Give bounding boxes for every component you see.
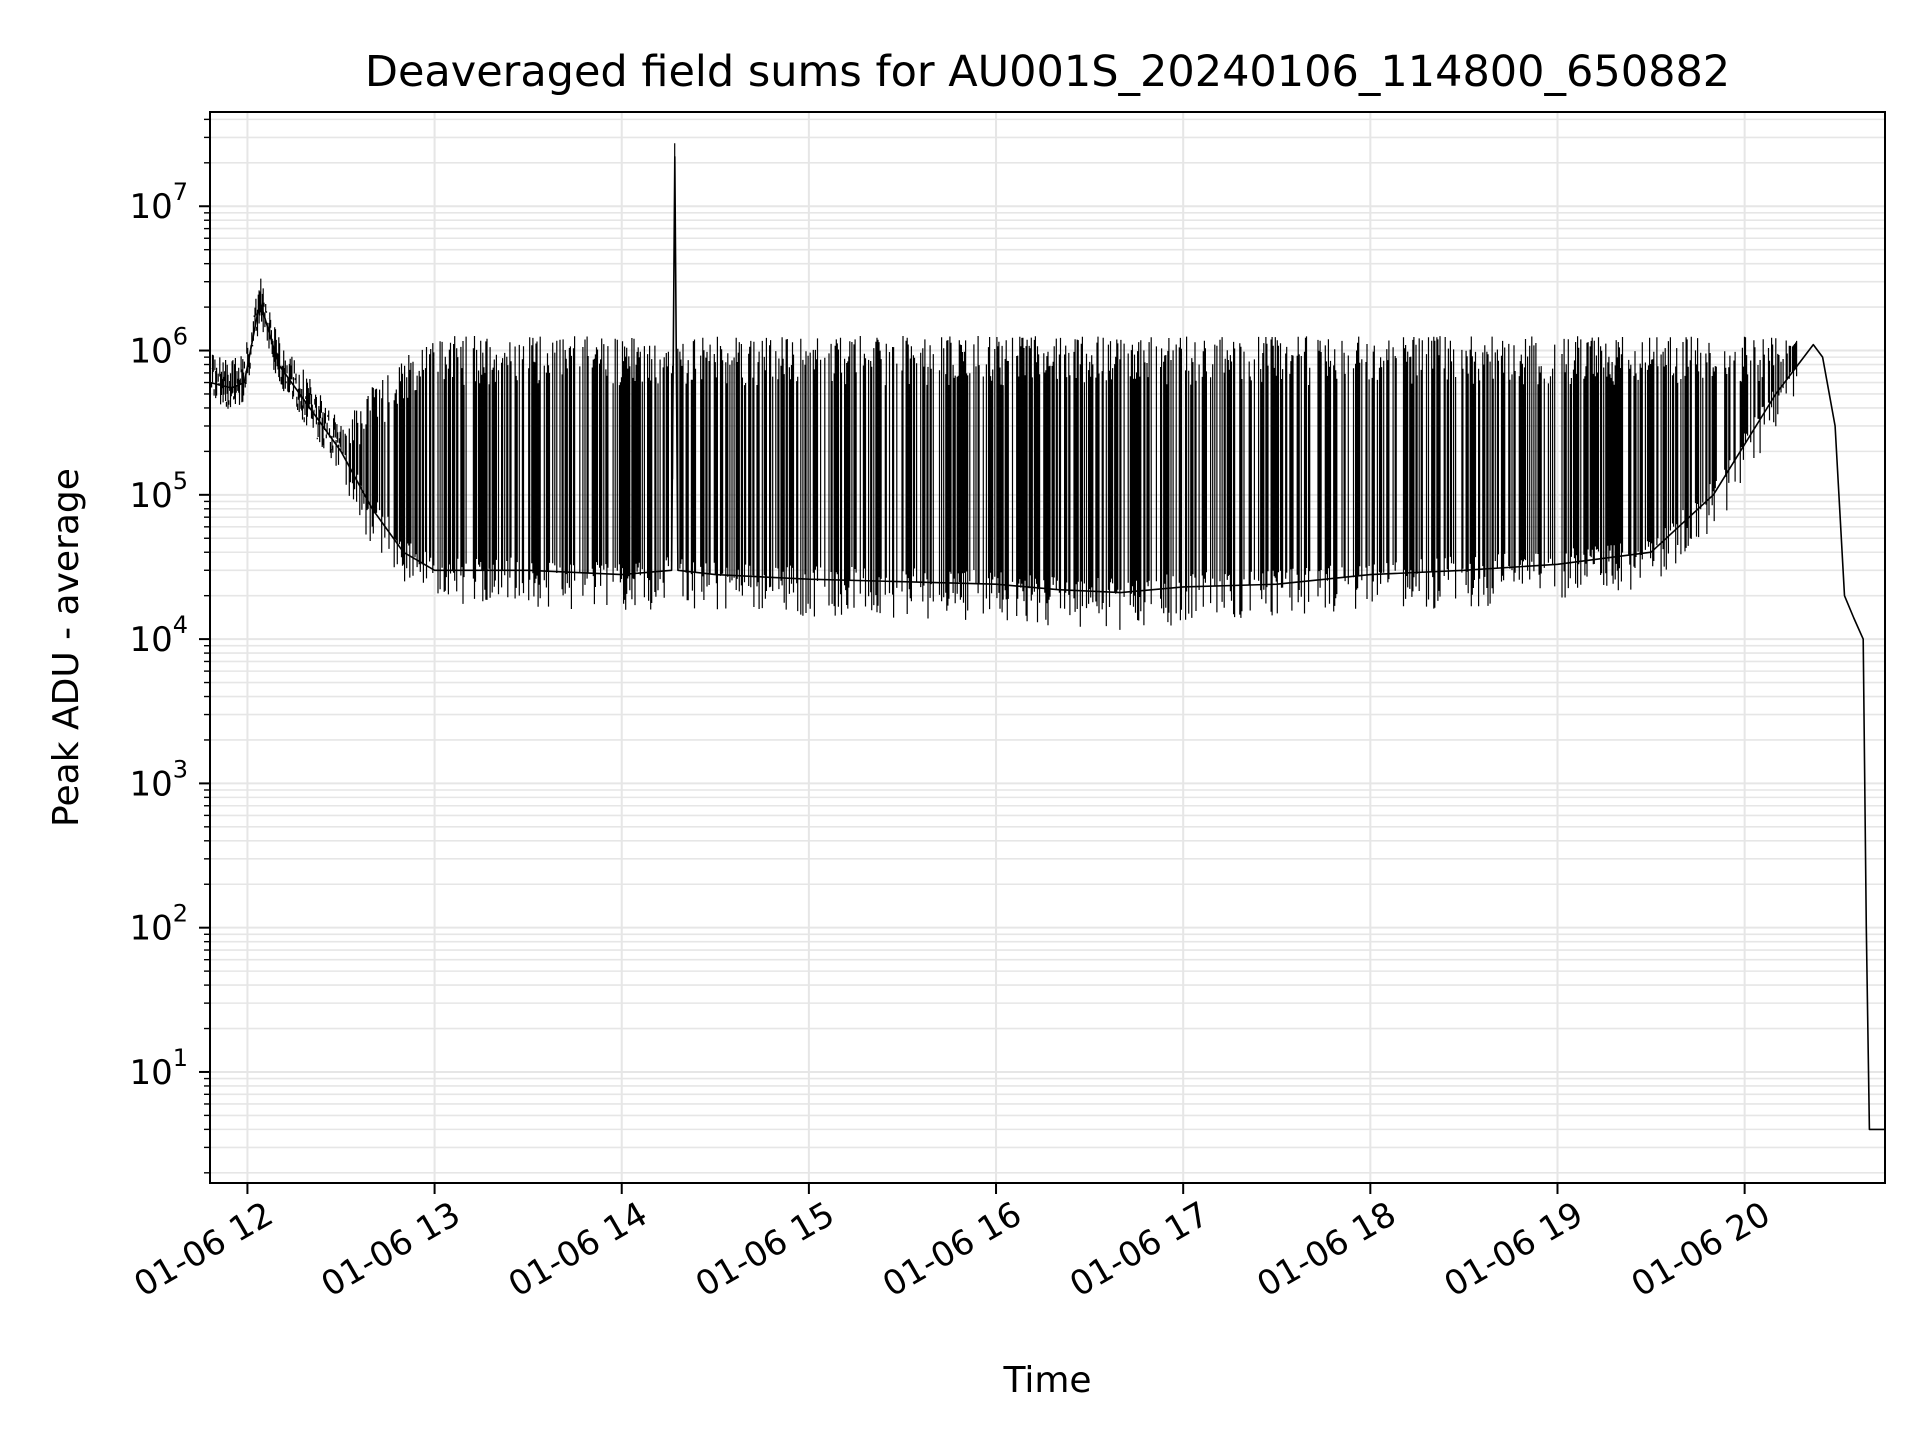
series-line — [209, 156, 1885, 1131]
x-tick-label: 01-06 20 — [1625, 1194, 1777, 1305]
x-axis-label: Time — [1002, 1360, 1091, 1401]
x-tick-label: 01-06 17 — [1063, 1194, 1215, 1305]
x-axis-ticks: 01-06 12 01-06 13 01-06 14 01-06 15 01-06 16… — [128, 1183, 1777, 1305]
axes-frame — [209, 111, 1886, 1184]
x-tick-label: 01-06 18 — [1250, 1194, 1402, 1305]
y-tick-label: 106 — [129, 323, 188, 372]
x-tick-label: 01-06 14 — [502, 1194, 654, 1305]
x-tick-label: 01-06 15 — [689, 1194, 841, 1305]
y-tick-label: 104 — [129, 611, 188, 660]
x-tick-label: 01-06 12 — [128, 1194, 280, 1305]
y-tick-label: 107 — [129, 178, 188, 227]
y-axis-label: Peak ADU - average — [46, 468, 87, 827]
x-tick-label: 01-06 19 — [1438, 1194, 1590, 1305]
plot-area — [209, 143, 1885, 1131]
y-axis-ticks: 101 102 103 104 105 106 107 — [129, 118, 210, 1174]
data-spikes — [209, 143, 1798, 630]
chart-title: Deaveraged field sums for AU001S_2024010… — [365, 47, 1730, 97]
grid-lines — [210, 112, 1885, 1183]
y-tick-label: 101 — [129, 1044, 188, 1093]
x-tick-label: 01-06 13 — [315, 1194, 467, 1305]
y-tick-label: 105 — [129, 467, 188, 516]
y-tick-label: 103 — [129, 755, 188, 804]
x-tick-label: 01-06 16 — [876, 1194, 1028, 1305]
y-tick-label: 102 — [129, 900, 188, 949]
